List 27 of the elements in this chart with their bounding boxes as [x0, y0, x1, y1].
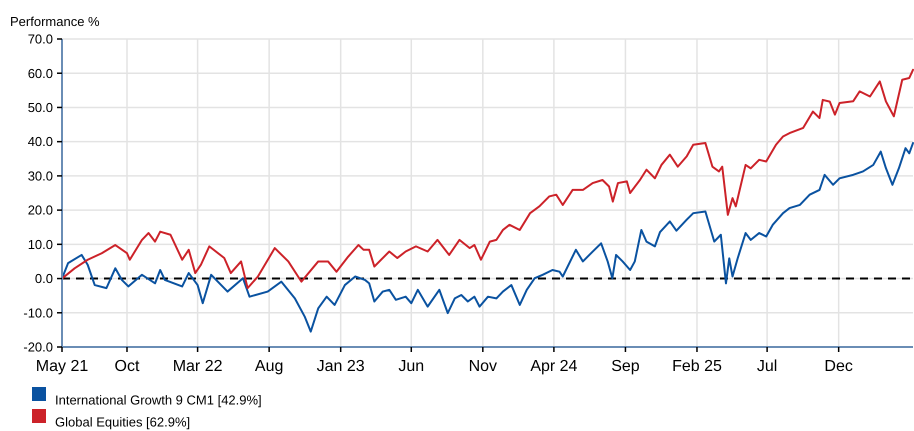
y-tick-label: -20.0: [23, 340, 53, 355]
x-tick-label: Oct: [114, 358, 140, 375]
y-tick-label: 20.0: [28, 202, 53, 218]
y-axis-title: Performance %: [10, 14, 100, 29]
legend-label: International Growth 9 CM1 [42.9%]: [55, 392, 262, 408]
x-tick-label: Jan 23: [316, 358, 365, 375]
legend-label: Global Equities [62.9%]: [55, 414, 190, 430]
y-tick-label: 70.0: [28, 32, 53, 47]
x-tick-label: Apr 24: [530, 358, 578, 375]
x-tick-label: Dec: [824, 358, 853, 375]
x-tick-label: Aug: [254, 358, 284, 375]
y-tick-label: 50.0: [28, 100, 53, 115]
x-tick-label: Mar 22: [172, 358, 223, 375]
line-series: [61, 68, 914, 290]
y-tick-label: 60.0: [28, 66, 53, 81]
y-tick-label: 30.0: [28, 168, 53, 184]
x-tick-label: May 21: [36, 358, 88, 375]
y-tick-label: -10.0: [23, 305, 53, 320]
x-tick-label: Sep: [611, 358, 640, 375]
x-tick-label: Jun: [398, 358, 424, 375]
x-tick-label: Nov: [468, 358, 498, 375]
x-tick-label: Jul: [756, 358, 778, 375]
y-tick-label: 40.0: [28, 134, 53, 150]
x-tick-label: Feb 25: [672, 358, 722, 375]
y-tick-label: 0.0: [34, 271, 53, 286]
line-series: [61, 142, 914, 333]
y-tick-label: 10.0: [28, 236, 53, 252]
